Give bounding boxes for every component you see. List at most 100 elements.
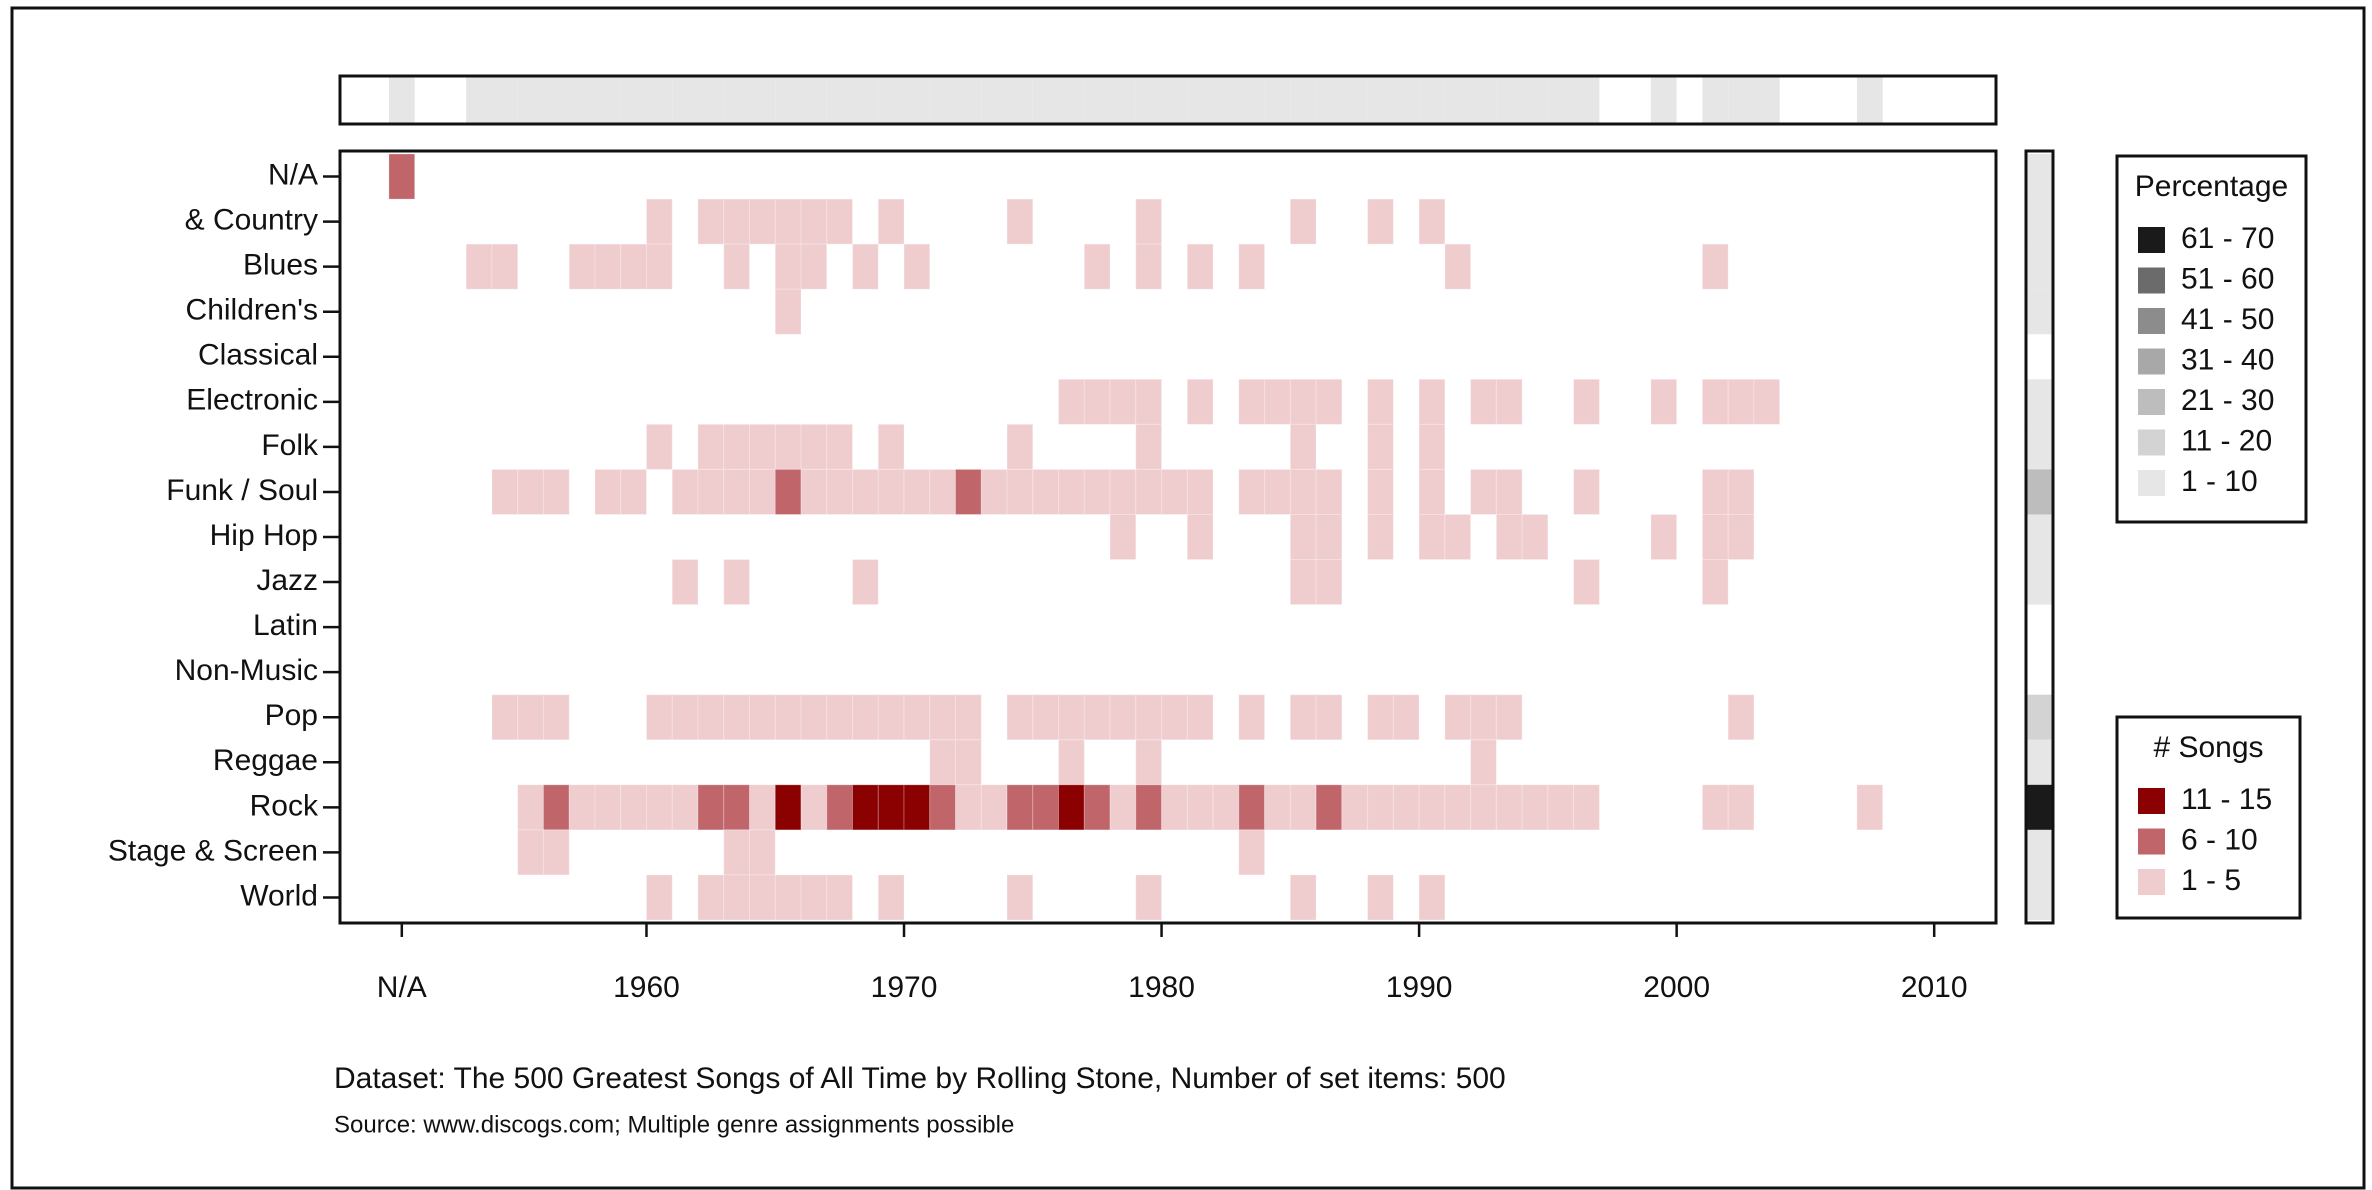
heat-cell [826,198,854,245]
heat-cell [1135,694,1163,741]
heat-cell [517,468,544,515]
y-tick-label: Rock [250,789,319,822]
heat-cell [1006,423,1034,470]
heat-cell [1083,784,1111,831]
heat-cell [1238,378,1266,425]
x-tick-label: 1960 [613,971,680,1004]
heat-cell [774,784,802,831]
heat-cell [800,784,828,831]
heat-cell [748,874,776,921]
year-strip-cell [1110,76,1136,124]
heat-cell [877,784,905,831]
legend-label: 41 - 50 [2181,303,2274,336]
heat-cell [1315,559,1343,606]
year-strip-cell [1058,76,1085,124]
heat-cell [1392,784,1420,831]
heat-cell [1006,198,1034,245]
y-tick-label: Folk [261,429,319,462]
heat-cell [697,468,725,515]
heat-cell [1289,694,1317,741]
heat-cell [748,198,776,245]
legend-frame [2115,715,2302,920]
year-strip-cell [1444,76,1471,124]
heat-cell [852,784,879,831]
year-strip-cell [620,76,647,124]
heat-cell [955,739,982,786]
heat-cell [1289,559,1317,606]
heat-cell [1367,874,1394,921]
year-strip-cell [1213,76,1239,124]
year-strip-cell [388,76,415,124]
heat-cell [697,423,725,470]
heat-cell [826,784,854,831]
heat-cell [542,784,570,831]
heat-cell [1367,423,1394,470]
heat-cell [800,694,828,741]
genre-strip-cell [2026,829,2053,875]
y-tick-label: Stage & Screen [108,834,318,867]
heat-cell [800,874,828,921]
heat-cell [1264,468,1291,515]
year-strip-cell [1547,76,1574,124]
heat-cell [1418,198,1446,245]
heat-cell [1289,513,1317,561]
legend-swatch [2138,389,2165,415]
heat-cell [826,423,854,470]
heat-cell [1495,694,1523,741]
caption: Dataset: The 500 Greatest Songs of All T… [334,1062,1506,1095]
heat-cell [1186,694,1214,741]
year-strip-cell [852,76,879,124]
heat-cell [1701,378,1729,425]
heat-cell [1315,468,1343,515]
heat-cell [1367,513,1394,561]
heat-cell [1573,559,1600,606]
heat-cell [826,874,854,921]
heat-cell [1032,468,1060,515]
heat-cell [1109,784,1137,831]
genre-strip-cell [2026,469,2053,515]
heat-cell [1289,423,1317,470]
heat-cell [1470,784,1497,831]
legend-label: 51 - 60 [2181,262,2274,295]
year-strip-cell [826,76,853,124]
heat-cell [1315,513,1343,561]
heat-cell [1650,513,1678,561]
legend-swatch [2138,429,2165,456]
genre-strip-cell [2026,424,2053,470]
legend-label: 1 - 10 [2181,465,2258,498]
heat-cell [1495,378,1523,425]
year-strip-cell [878,76,905,124]
heat-cell [1109,513,1137,561]
year-strip-cell [1316,76,1342,124]
year-strip-cell [672,76,698,124]
heat-cell [852,694,879,741]
heat-cell [1315,378,1343,425]
year-strip-cell [1753,76,1780,124]
heat-cell [1135,874,1163,921]
legend-label: 11 - 15 [2181,783,2272,816]
heat-cell [980,784,1008,831]
heat-cell [1701,784,1729,831]
y-tick-label: N/A [268,158,318,191]
heat-cell [517,784,544,831]
year-strip-cell [543,76,570,124]
legend-swatch [2138,788,2165,814]
heat-cell [1135,784,1163,831]
heat-cell [1470,739,1497,786]
heat-cell [542,468,570,515]
heat-cell [1470,468,1497,515]
year-strip-cell [1238,76,1265,124]
heat-cell [1161,694,1188,741]
heat-cell [723,829,750,876]
heat-cell [1109,694,1137,741]
heat-cell [723,874,750,921]
heat-cell [491,694,519,741]
year-strip-cell [1650,76,1677,124]
heat-cell [929,739,957,786]
y-tick-label: Pop [265,699,318,732]
heat-cell [1418,468,1446,515]
heat-cell [1547,784,1575,831]
heat-cell [1856,784,1884,831]
heat-cell [1109,468,1137,515]
year-strip-cell [723,76,750,124]
